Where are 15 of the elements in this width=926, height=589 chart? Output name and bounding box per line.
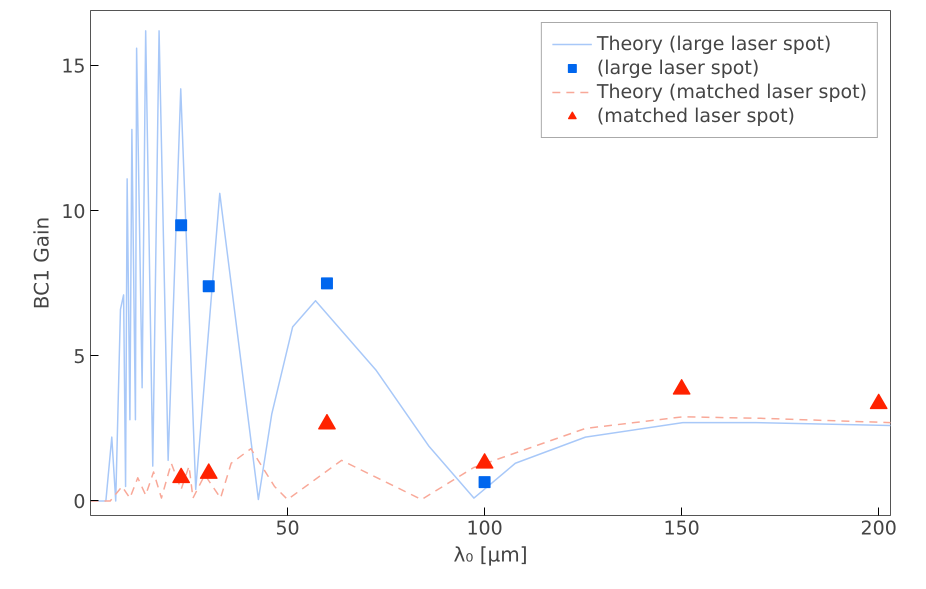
- x-tick-label: 200: [860, 518, 897, 540]
- legend-label: Theory (large laser spot): [596, 33, 832, 55]
- legend-label: Theory (matched laser spot): [596, 81, 867, 103]
- y-tick-label: 5: [73, 346, 86, 368]
- x-axis-title: λ₀ [μm]: [453, 542, 528, 566]
- y-tick-label: 15: [61, 56, 86, 78]
- y-axis-title: BC1 Gain: [29, 216, 54, 310]
- y-tick-label: 10: [61, 200, 86, 223]
- x-tick-label: 50: [275, 518, 300, 540]
- y-tick-label: 0: [73, 490, 86, 513]
- line-series: [90, 416, 890, 502]
- legend-label: (matched laser spot): [596, 105, 795, 127]
- x-tick-label: 150: [664, 518, 700, 540]
- legend-label: (large laser spot): [596, 57, 760, 79]
- x-tick-label: 100: [466, 518, 503, 540]
